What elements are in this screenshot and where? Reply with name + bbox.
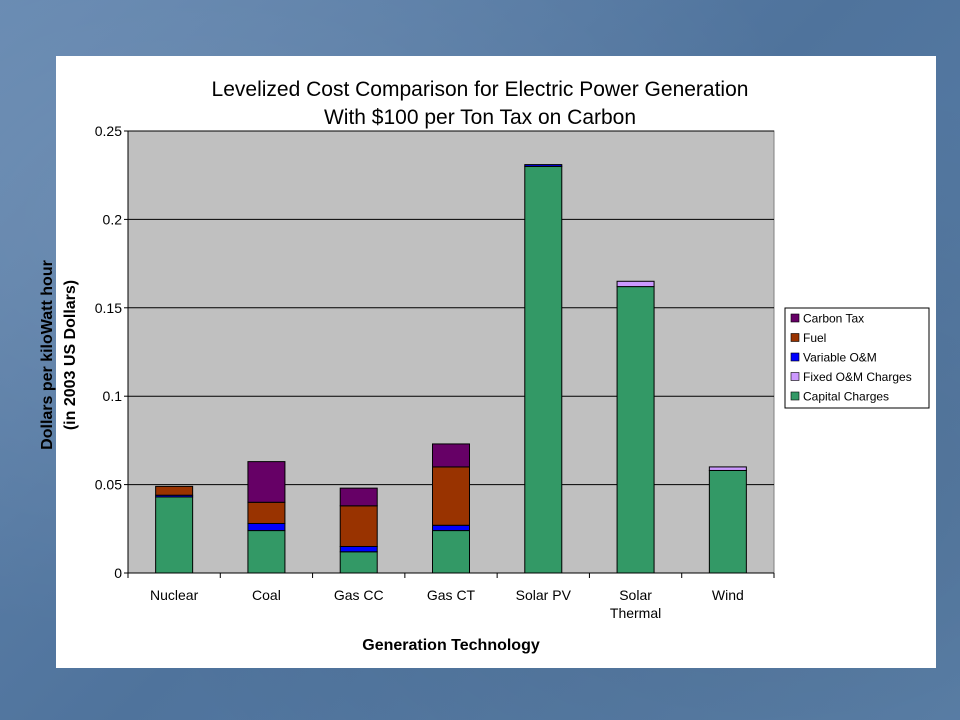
bar-segment <box>708 469 747 574</box>
bar-segment <box>432 530 470 574</box>
bar-segment <box>616 280 655 288</box>
bar-segment <box>247 522 286 532</box>
x-tick-label: Wind <box>712 587 744 603</box>
x-tick-label: Thermal <box>610 605 661 621</box>
bar-segment <box>339 505 378 547</box>
x-tick-label: Gas CC <box>334 587 384 603</box>
y-tick-label: 0 <box>114 565 122 581</box>
bar-segment <box>247 501 286 524</box>
bar-segment <box>432 443 470 468</box>
x-axis-title: Generation Technology <box>362 637 540 654</box>
x-tick-label: Gas CT <box>427 587 476 603</box>
legend-label: Fixed O&M Charges <box>803 370 912 384</box>
x-tick-label: Nuclear <box>150 587 199 603</box>
y-tick-label: 0.1 <box>103 388 123 404</box>
bar-segment <box>339 545 378 553</box>
gridlines <box>128 130 774 486</box>
legend-swatch <box>790 372 800 381</box>
legend-swatch <box>790 313 800 323</box>
y-axis-title: Dollars per kiloWatt hour <box>39 260 56 450</box>
legend-label: Fuel <box>803 331 826 345</box>
bar-segment <box>247 461 286 503</box>
chart-title: Levelized Cost Comparison for Electric P… <box>212 78 749 101</box>
y-tick-label: 0.15 <box>95 300 122 316</box>
x-tick-label: Solar <box>619 587 652 603</box>
legend: Carbon Tax Fuel Variable O&M Fixed O&M Char… <box>784 307 930 409</box>
bar-segment <box>155 485 194 496</box>
bar-segment <box>339 551 378 574</box>
y-tick-label: 0.05 <box>95 477 122 493</box>
chart-subtitle: With $100 per Ton Tax on Carbon <box>324 106 636 129</box>
legend-swatch <box>790 391 800 401</box>
bar-segment <box>155 496 194 574</box>
bar-segment <box>432 466 470 526</box>
bars-group <box>155 164 747 574</box>
y-tick-label: 0.25 <box>95 123 122 139</box>
legend-box <box>784 307 930 409</box>
x-tick-label: Coal <box>252 587 281 603</box>
y-tick-label: 0.2 <box>103 211 123 227</box>
x-tick-label: Solar PV <box>516 587 572 603</box>
bar-segment <box>708 466 747 471</box>
bar-segment <box>524 164 563 167</box>
x-axis-ticks: Nuclear Coal Gas CC Gas CT Solar PV Solar Ther… <box>127 573 775 621</box>
bar-segment <box>616 286 655 574</box>
bar-segment <box>339 487 378 507</box>
legend-label: Capital Charges <box>803 390 889 404</box>
bar-segment <box>247 530 286 574</box>
legend-label: Variable O&M <box>803 351 877 365</box>
bar-segment <box>432 524 470 532</box>
y-axis-ticks: 0 0.05 0.1 0.15 0.2 0.25 <box>95 123 128 581</box>
y-axis-title-units: (in 2003 US Dollars) <box>62 280 79 430</box>
legend-swatch <box>790 333 800 342</box>
legend-swatch <box>790 352 800 362</box>
bar-segment <box>524 165 563 574</box>
legend-label: Carbon Tax <box>803 312 864 326</box>
